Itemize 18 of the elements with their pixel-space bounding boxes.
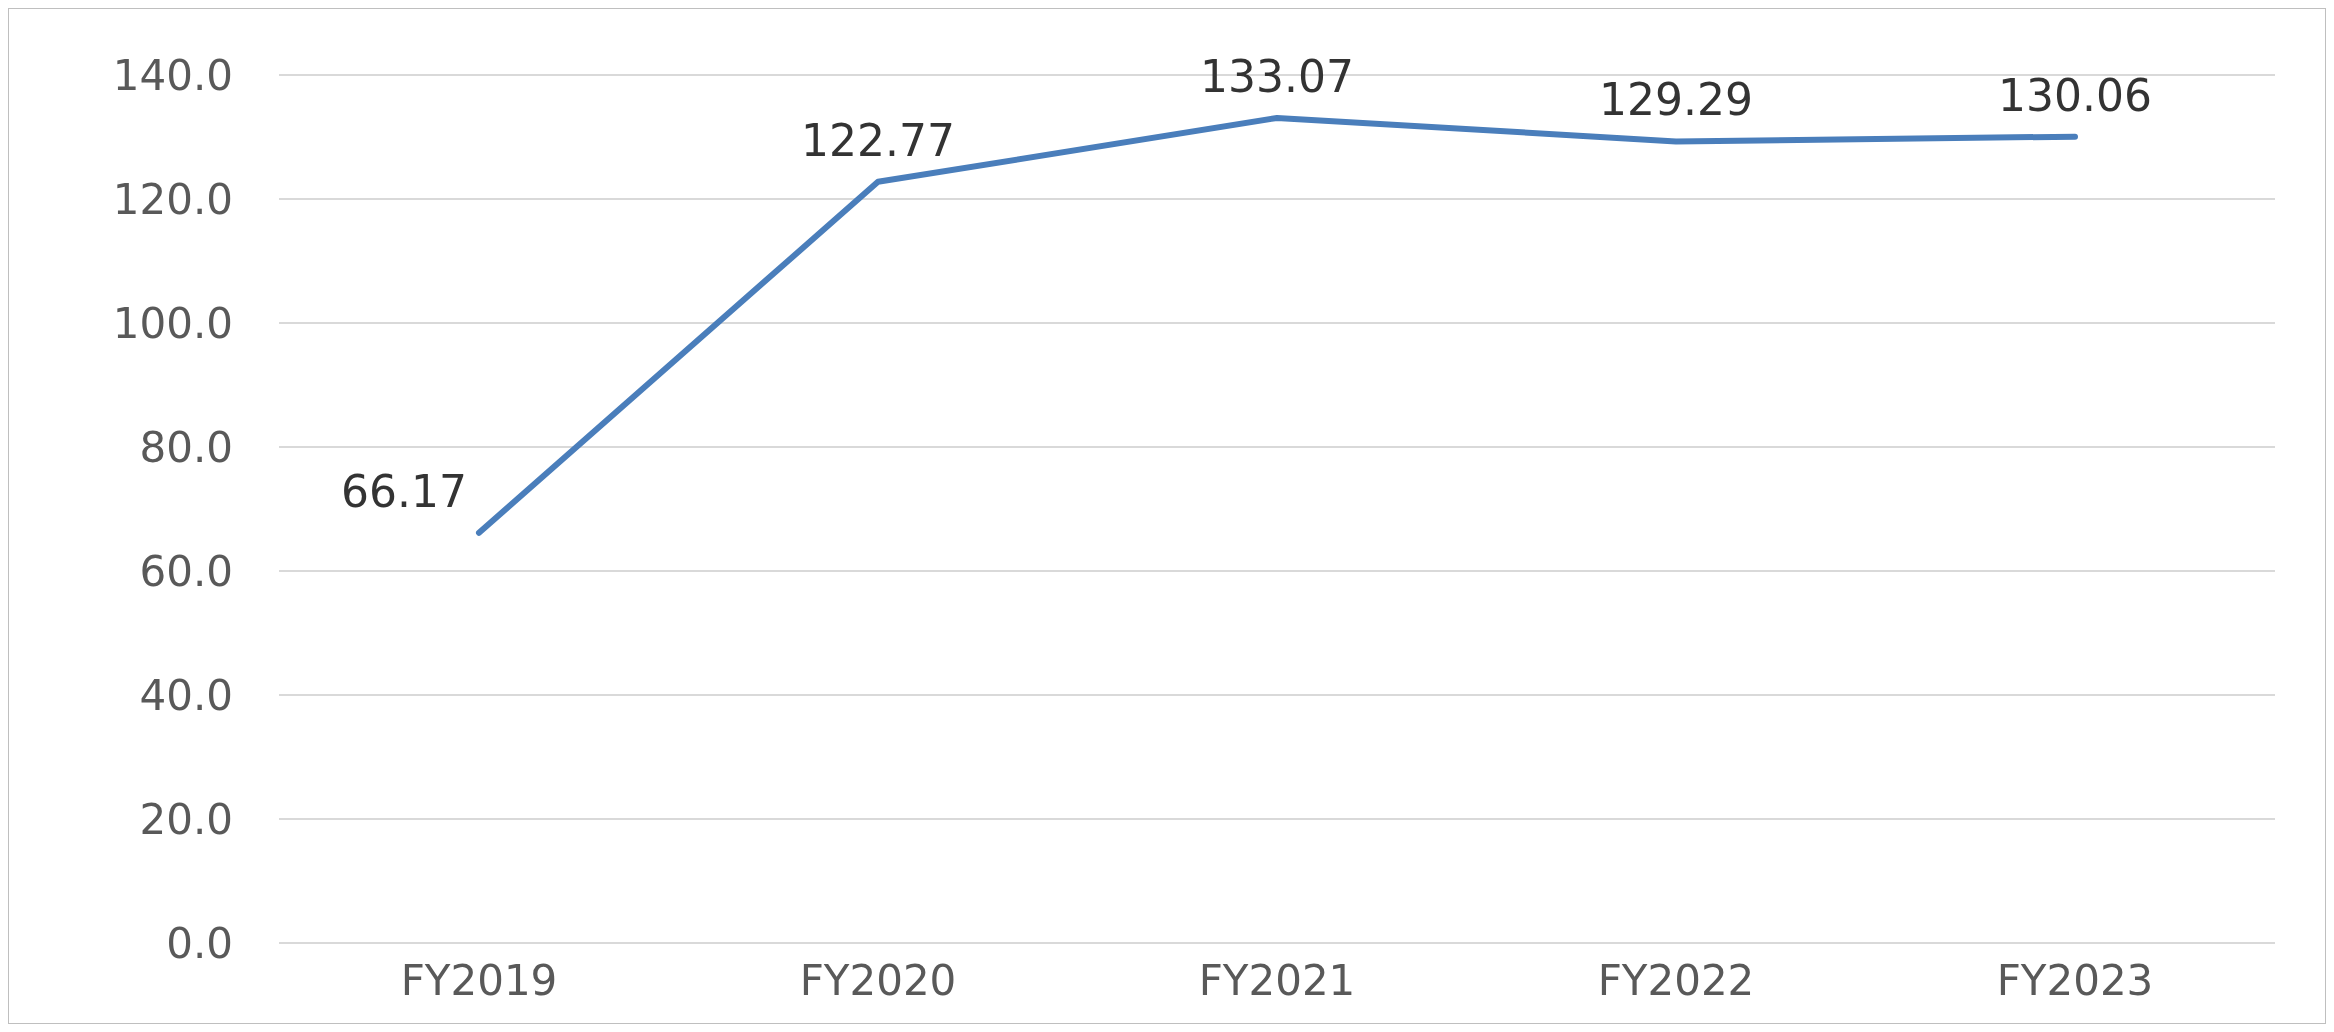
x-tick-label: FY2021 — [1198, 955, 1356, 1005]
y-tick-label: 100.0 — [112, 298, 233, 348]
data-label: 122.77 — [801, 114, 955, 166]
data-label: 133.07 — [1200, 50, 1354, 102]
y-tick-label: 20.0 — [139, 794, 233, 844]
y-tick-label: 0.0 — [166, 918, 233, 968]
data-label: 130.06 — [1998, 69, 2152, 121]
data-label: 129.29 — [1599, 74, 1753, 126]
x-tick-label: FY2020 — [799, 955, 957, 1005]
x-tick-label: FY2022 — [1597, 955, 1755, 1005]
data-label: 66.17 — [341, 465, 467, 517]
y-tick-label: 120.0 — [112, 174, 233, 224]
y-tick-label: 140.0 — [112, 50, 233, 100]
x-tick-label: FY2023 — [1996, 955, 2154, 1005]
x-tick-label: FY2019 — [400, 955, 558, 1005]
y-tick-label: 80.0 — [139, 422, 233, 472]
y-tick-label: 60.0 — [139, 546, 233, 596]
y-tick-label: 40.0 — [139, 670, 233, 720]
